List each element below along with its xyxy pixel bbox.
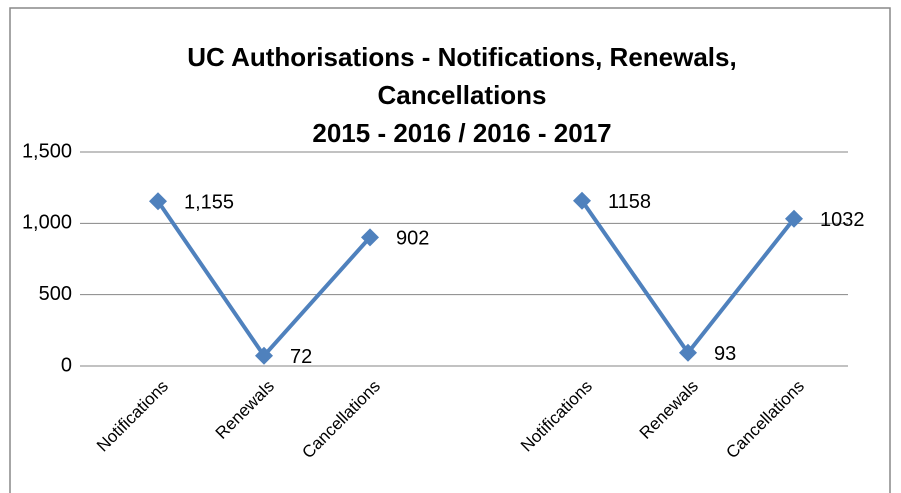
x-tick-label: Cancellations xyxy=(298,377,384,463)
x-tick-label: Notifications xyxy=(93,377,172,456)
title-block: UC Authorisations - Notifications, Renew… xyxy=(132,38,792,152)
data-label: 72 xyxy=(290,346,312,368)
y-tick-label: 1,000 xyxy=(22,212,72,234)
x-tick-label: Notifications xyxy=(517,377,596,456)
data-point xyxy=(679,343,697,362)
data-label: 902 xyxy=(396,228,429,250)
data-line xyxy=(156,199,796,358)
y-tick-label: 500 xyxy=(39,283,72,305)
data-label: 1158 xyxy=(608,191,651,213)
data-point xyxy=(255,346,273,365)
chart-subtitle: 2015 - 2016 / 2016 - 2017 xyxy=(312,118,612,148)
data-point xyxy=(361,228,379,247)
x-tick-label: Renewals xyxy=(636,377,702,443)
data-label: 1032 xyxy=(820,209,865,231)
data-point xyxy=(573,191,591,210)
data-label: 93 xyxy=(714,343,736,365)
x-tick-label: Renewals xyxy=(212,377,278,443)
y-tick-label: 0 xyxy=(61,354,72,376)
y-tick-label: 1,500 xyxy=(22,140,72,162)
x-tick-label: Cancellations xyxy=(722,377,808,463)
data-point xyxy=(149,192,167,211)
chart-border xyxy=(9,7,891,493)
data-point xyxy=(785,209,803,228)
chart-title: UC Authorisations - Notifications, Renew… xyxy=(187,42,737,110)
data-label: 1,155 xyxy=(184,192,234,214)
